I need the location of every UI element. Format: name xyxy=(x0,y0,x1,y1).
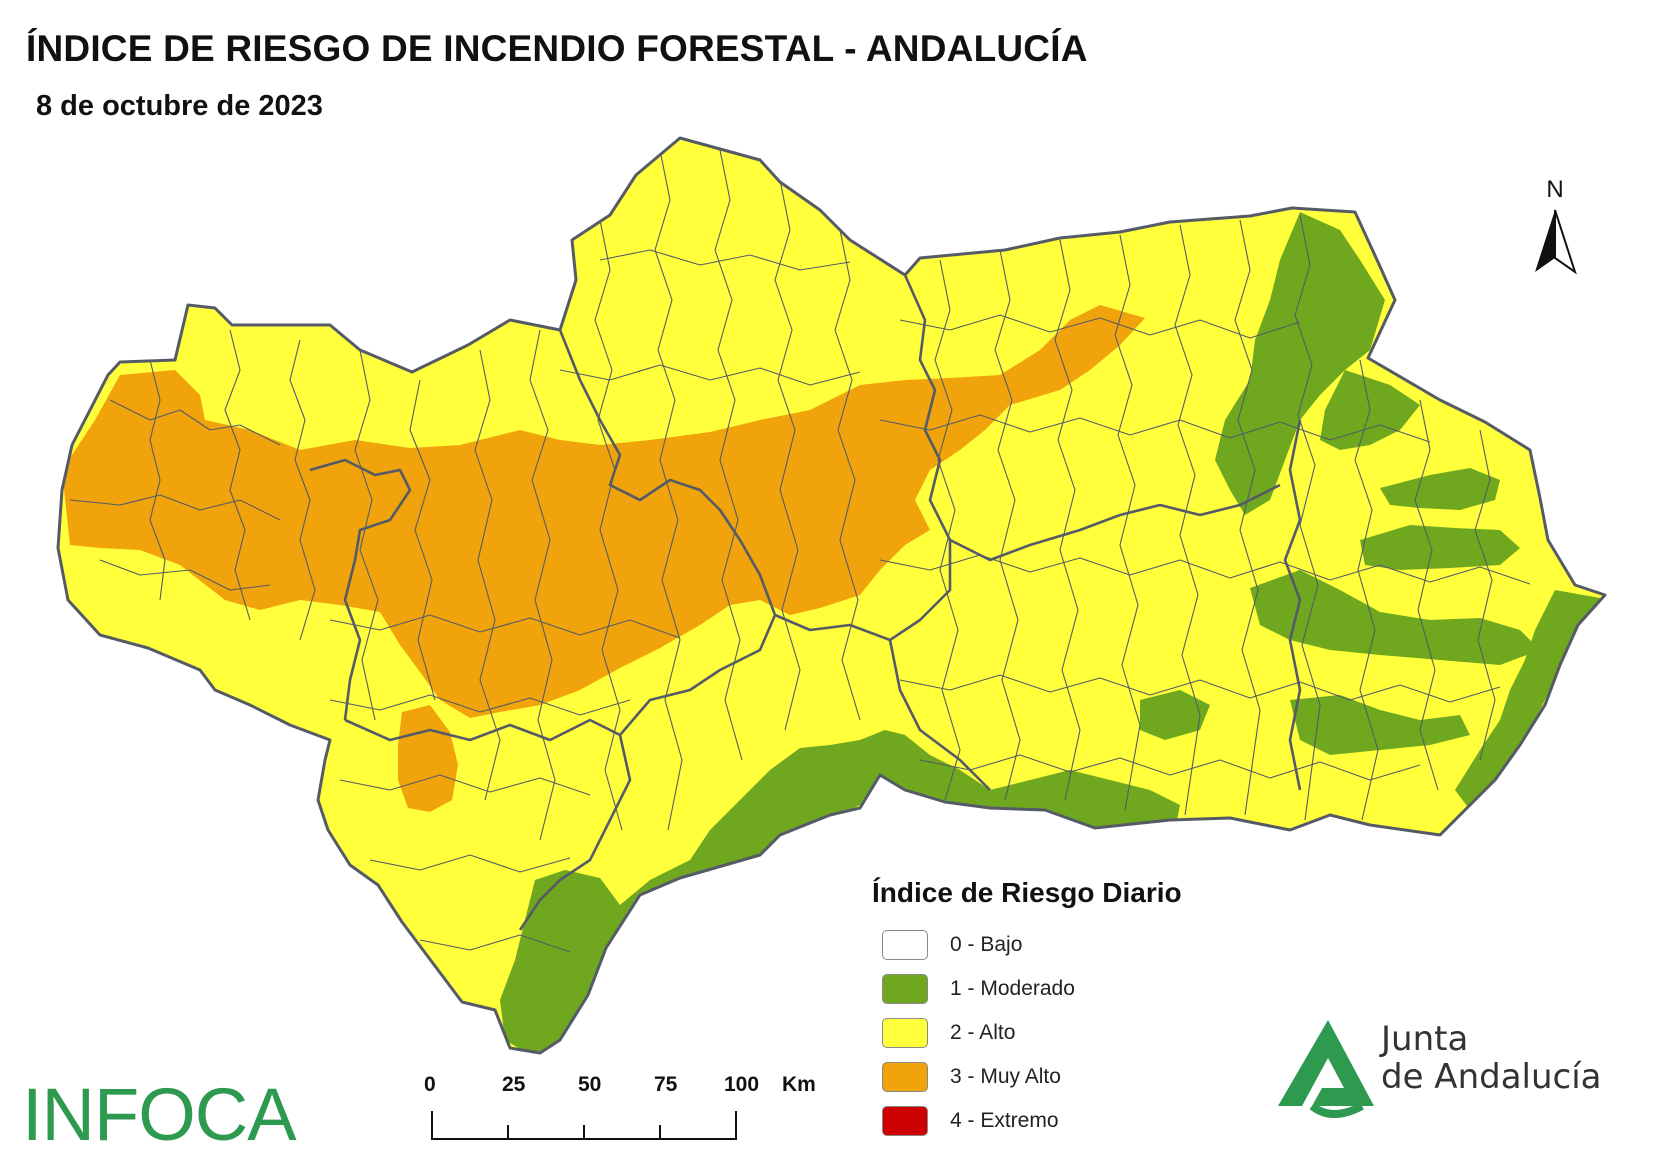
north-label: N xyxy=(1546,176,1564,203)
map-title: ÍNDICE DE RIESGO DE INCENDIO FORESTAL - … xyxy=(26,28,1088,69)
border-sevilla-malaga xyxy=(619,614,777,736)
legend-item-muy-alto: 3 - Muy Alto xyxy=(872,1055,1182,1099)
scale-bar-graphic xyxy=(431,1111,737,1140)
scale-tick-label: 75 xyxy=(654,1073,678,1096)
border-cadiz-malaga xyxy=(518,734,632,931)
municipal-boundaries xyxy=(69,149,1531,953)
region-moderado-east-band1 xyxy=(1380,468,1500,510)
junta-emblem-icon xyxy=(1278,1020,1374,1118)
scale-tick-label: 0 xyxy=(424,1073,436,1096)
border-cordoba-jaen xyxy=(903,274,952,541)
junta-line2: de Andalucía xyxy=(1381,1057,1602,1097)
north-arrow: N xyxy=(1525,176,1585,204)
region-moderado-east-north xyxy=(1215,212,1385,515)
legend-label: 1 - Moderado xyxy=(950,977,1075,1000)
legend-swatch-alto xyxy=(882,1018,928,1048)
scale-tick-label: 25 xyxy=(502,1073,526,1096)
legend-label: 2 - Alto xyxy=(950,1021,1016,1044)
north-arrow-icon xyxy=(1535,209,1577,275)
legend-item-extremo: 4 - Extremo xyxy=(872,1099,1182,1143)
legend: Índice de Riesgo Diario 0 - Bajo 1 - Mod… xyxy=(872,877,1182,1143)
legend-label: 4 - Extremo xyxy=(950,1109,1059,1132)
map-date: 8 de octubre de 2023 xyxy=(36,90,323,122)
border-sevilla-cadiz xyxy=(344,718,621,742)
border-sevilla-cordoba xyxy=(558,329,777,616)
province-boundaries xyxy=(309,274,1302,931)
scale-labels: 0 25 50 75 100 Km xyxy=(424,1073,850,1103)
region-moderado-east-coast xyxy=(1455,590,1600,810)
junta-line1: Junta xyxy=(1381,1019,1469,1059)
border-malaga-granada xyxy=(888,639,991,791)
region-muy-alto-south xyxy=(398,705,458,812)
region-moderado-east-band2 xyxy=(1360,525,1520,570)
legend-label: 0 - Bajo xyxy=(950,933,1023,956)
scale-tick-label: 100 xyxy=(724,1073,760,1096)
legend-swatch-extremo xyxy=(882,1106,928,1136)
scale-unit: Km xyxy=(782,1073,816,1096)
legend-item-bajo: 0 - Bajo xyxy=(872,923,1182,967)
region-moderado-east-band3 xyxy=(1250,570,1540,665)
border-jaen-granada xyxy=(949,483,1281,562)
legend-title: Índice de Riesgo Diario xyxy=(872,877,1182,908)
region-muy-alto-belt xyxy=(62,305,1145,718)
legend-swatch-bajo xyxy=(882,930,928,960)
legend-swatch-muy-alto xyxy=(882,1062,928,1092)
border-huelva-sevilla xyxy=(309,458,412,721)
legend-item-moderado: 1 - Moderado xyxy=(872,967,1182,1011)
legend-swatch-moderado xyxy=(882,974,928,1004)
junta-andalucia-logo: Junta de Andalucía xyxy=(1276,1018,1636,1118)
andalucia-outline xyxy=(56,136,1607,1055)
infoca-logo: INFOCA xyxy=(22,1073,297,1156)
region-moderado-east-south xyxy=(1290,695,1470,755)
legend-item-alto: 2 - Alto xyxy=(872,1011,1182,1055)
region-moderado-center xyxy=(1140,690,1210,740)
scale-bar: 0 25 50 75 100 Km xyxy=(424,1073,850,1143)
border-granada-almeria xyxy=(1283,419,1302,791)
legend-label: 3 - Muy Alto xyxy=(950,1065,1061,1088)
junta-logo-text: Junta de Andalucía xyxy=(1381,1020,1602,1096)
scale-tick-label: 50 xyxy=(578,1073,602,1096)
